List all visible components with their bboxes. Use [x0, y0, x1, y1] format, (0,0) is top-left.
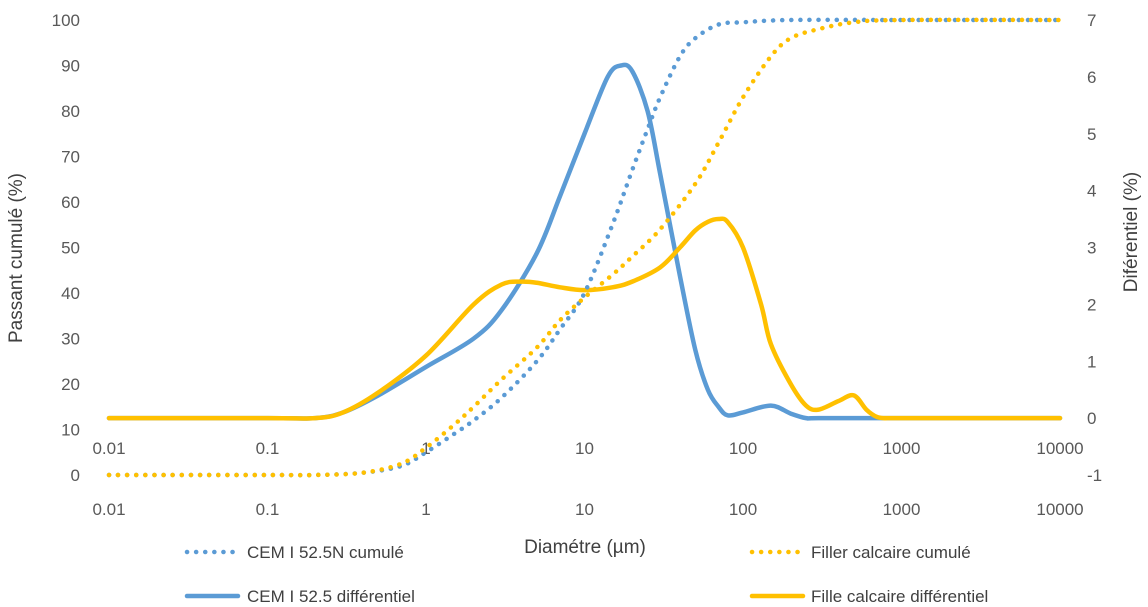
- x2-tick-label: 0.01: [92, 439, 125, 458]
- x-tick-label: 10: [575, 500, 594, 519]
- y-tick-label: 30: [61, 330, 80, 349]
- legend-label-cem-cumule: CEM I 52.5N cumulé: [247, 543, 404, 562]
- y-tick-label: 50: [61, 239, 80, 258]
- y2-tick-label: 4: [1087, 182, 1096, 201]
- y-tick-label: 10: [61, 421, 80, 440]
- y-axis-ticks: 0 10 20 30 40 50 60 70 80 90 100: [52, 11, 80, 485]
- legend-item-cem-differentiel: CEM I 52.5 différentiel: [184, 587, 415, 606]
- series-layer: [106, 17, 1063, 478]
- legend-label-filler-cumule: Filler calcaire cumulé: [811, 543, 971, 562]
- x2-tick-label: 10000: [1036, 439, 1083, 458]
- y2-tick-label: 3: [1087, 239, 1096, 258]
- x-tick-label: 1000: [883, 500, 921, 519]
- y2-tick-label: 2: [1087, 295, 1096, 314]
- x2-tick-label: 10: [575, 439, 594, 458]
- y-tick-label: 60: [61, 193, 80, 212]
- series-cem-differentiel: [106, 62, 1063, 421]
- x2-tick-label: 0.1: [256, 439, 280, 458]
- x2-tick-label: 1: [421, 439, 430, 458]
- y2-tick-label: -1: [1087, 466, 1102, 485]
- y2-tick-label: 6: [1087, 68, 1096, 87]
- y-tick-label: 20: [61, 375, 80, 394]
- x-tick-label: 10000: [1036, 500, 1083, 519]
- secondary-x-axis-ticks: 0.01 0.1 1 10 100 1000 10000: [92, 439, 1083, 458]
- series-filler-cumule: [106, 17, 1063, 478]
- y-axis-title: Passant cumulé (%): [6, 173, 27, 343]
- x-tick-label: 0.1: [256, 500, 280, 519]
- legend-item-filler-cumule: Filler calcaire cumulé: [749, 543, 971, 562]
- series-cem-cumule: [106, 17, 1063, 478]
- y-tick-label: 100: [52, 11, 80, 30]
- x2-tick-label: 100: [729, 439, 757, 458]
- x-tick-label: 0.01: [92, 500, 125, 519]
- series-filler-differentiel: [106, 216, 1063, 421]
- y-tick-label: 40: [61, 284, 80, 303]
- legend: CEM I 52.5N cumulé Filler calcaire cumul…: [184, 543, 988, 606]
- x2-tick-label: 1000: [883, 439, 921, 458]
- legend-item-filler-differentiel: Fille calcaire différentiel: [749, 587, 988, 606]
- y2-tick-label: 0: [1087, 409, 1096, 428]
- y-tick-label: 70: [61, 148, 80, 167]
- x-axis-ticks: 0.01 0.1 1 10 100 1000 10000: [92, 500, 1083, 519]
- y2-axis-title: Diférentiel (%): [1121, 172, 1142, 292]
- y-tick-label: 0: [71, 466, 80, 485]
- y2-tick-label: 1: [1087, 352, 1096, 371]
- x-axis-title: Diamétre (µm): [524, 537, 646, 558]
- y-tick-label: 80: [61, 102, 80, 121]
- y2-axis-ticks: -1 0 1 2 3 4 5 6 7: [1087, 11, 1102, 485]
- y-tick-label: 90: [61, 57, 80, 76]
- y2-tick-label: 7: [1087, 11, 1096, 30]
- x-tick-label: 1: [421, 500, 430, 519]
- legend-label-cem-differentiel: CEM I 52.5 différentiel: [247, 587, 415, 606]
- x-tick-label: 100: [729, 500, 757, 519]
- legend-label-filler-differentiel: Fille calcaire différentiel: [811, 587, 988, 606]
- legend-item-cem-cumule: CEM I 52.5N cumulé: [184, 543, 404, 562]
- y2-tick-label: 5: [1087, 125, 1096, 144]
